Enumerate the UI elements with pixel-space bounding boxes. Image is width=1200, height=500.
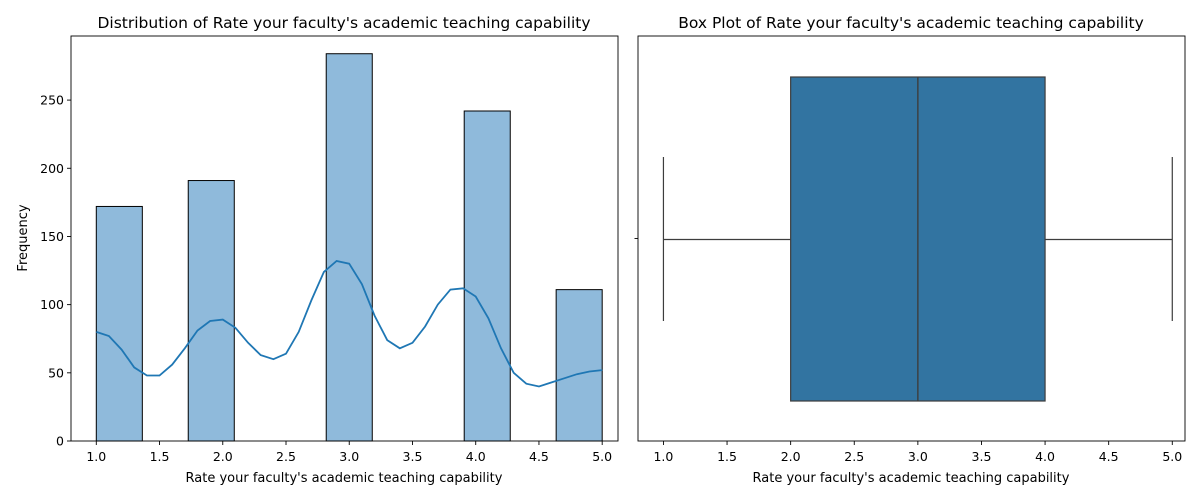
boxplot-x-axis-label: Rate your faculty's academic teaching ca… xyxy=(753,471,1070,486)
x-tick-label: 3.0 xyxy=(908,449,928,464)
x-tick-label: 1.5 xyxy=(150,449,170,464)
x-tick-label: 3.0 xyxy=(339,449,359,464)
kde-curve xyxy=(96,260,603,388)
histogram-bar xyxy=(463,110,511,442)
histogram-x-ticks: 1.0 1.5 2.0 2.5 3.0 3.5 4.0 4.5 5.0 xyxy=(86,441,612,464)
x-tick-label: 4.0 xyxy=(466,449,486,464)
y-tick-label: 150 xyxy=(40,229,64,244)
boxplot-marks xyxy=(662,76,1173,402)
y-tick-label: 0 xyxy=(56,434,64,449)
histogram-title: Distribution of Rate your faculty's acad… xyxy=(97,14,590,32)
x-tick-label: 5.0 xyxy=(592,449,612,464)
x-tick-label: 1.0 xyxy=(653,449,673,464)
histogram-bar xyxy=(325,53,373,442)
x-tick-label: 1.0 xyxy=(86,449,106,464)
x-tick-label: 2.0 xyxy=(213,449,233,464)
histogram-bar xyxy=(555,289,603,442)
x-tick-label: 4.5 xyxy=(1099,449,1119,464)
histogram-panel: Distribution of Rate your faculty's acad… xyxy=(16,14,619,486)
x-tick-label: 2.0 xyxy=(781,449,801,464)
histogram-bars xyxy=(95,53,603,442)
x-tick-label: 4.5 xyxy=(529,449,549,464)
histogram-bar xyxy=(187,180,235,442)
histogram-y-ticks: 0 50 100 150 200 250 xyxy=(40,93,71,449)
histogram-y-axis-label: Frequency xyxy=(16,204,31,271)
x-tick-label: 1.5 xyxy=(717,449,737,464)
histogram-bar xyxy=(95,205,143,442)
histogram-axes-frame xyxy=(70,35,619,442)
x-tick-label: 2.5 xyxy=(844,449,864,464)
histogram-x-axis-label: Rate your faculty's academic teaching ca… xyxy=(186,471,503,486)
y-tick-label: 250 xyxy=(40,93,64,108)
x-tick-label: 5.0 xyxy=(1162,449,1182,464)
x-tick-label: 2.5 xyxy=(276,449,296,464)
boxplot-panel: Box Plot of Rate your faculty's academic… xyxy=(634,14,1186,486)
boxplot-x-ticks: 1.0 1.5 2.0 2.5 3.0 3.5 4.0 4.5 5.0 xyxy=(653,441,1182,464)
x-tick-label: 4.0 xyxy=(1035,449,1055,464)
x-tick-label: 3.5 xyxy=(972,449,992,464)
y-tick-label: 200 xyxy=(40,161,64,176)
y-tick-label: 50 xyxy=(48,365,64,380)
x-tick-label: 3.5 xyxy=(403,449,423,464)
y-tick-label: 100 xyxy=(40,297,64,312)
boxplot-title: Box Plot of Rate your faculty's academic… xyxy=(678,14,1144,32)
